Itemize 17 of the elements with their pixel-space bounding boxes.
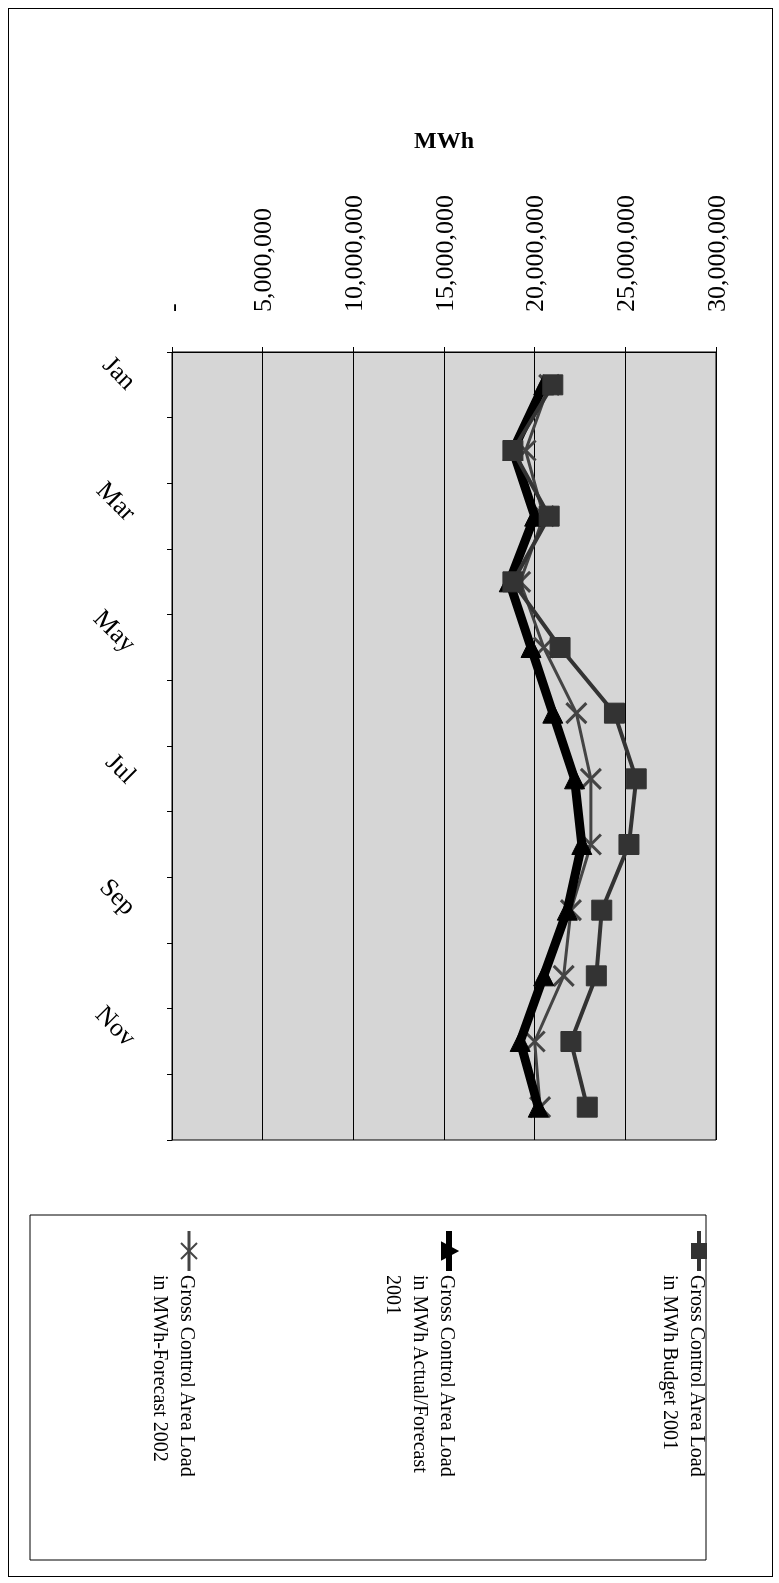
legend-label: Gross Control Area Load in MWh-Forecast 2002 — [149, 1275, 199, 1482]
y-tick-label: Jul — [100, 747, 143, 790]
x-tick-label: - — [157, 303, 187, 312]
y-tick-label: Nov — [90, 999, 143, 1052]
x-tick-label: 15,000,000 — [429, 195, 459, 312]
x-axis-title: MWh — [414, 127, 474, 153]
y-tick-label: Sep — [94, 872, 143, 921]
y-tick-label: Jan — [97, 350, 143, 396]
legend-label: Gross Control Area Load in MWh Budget 2001 — [658, 1275, 709, 1482]
y-tick-label: Mar — [91, 475, 143, 527]
legend-label: Gross Control Area Load in MWh Actual/Forecast 2001 — [382, 1275, 459, 1482]
y-tick-label: May — [88, 603, 143, 658]
x-tick-label: 30,000,000 — [701, 195, 731, 312]
x-tick-label: 25,000,000 — [610, 195, 640, 312]
x-tick-label: 20,000,000 — [520, 195, 550, 312]
x-tick-label: 5,000,000 — [248, 208, 278, 312]
x-tick-label: 10,000,000 — [338, 195, 368, 312]
